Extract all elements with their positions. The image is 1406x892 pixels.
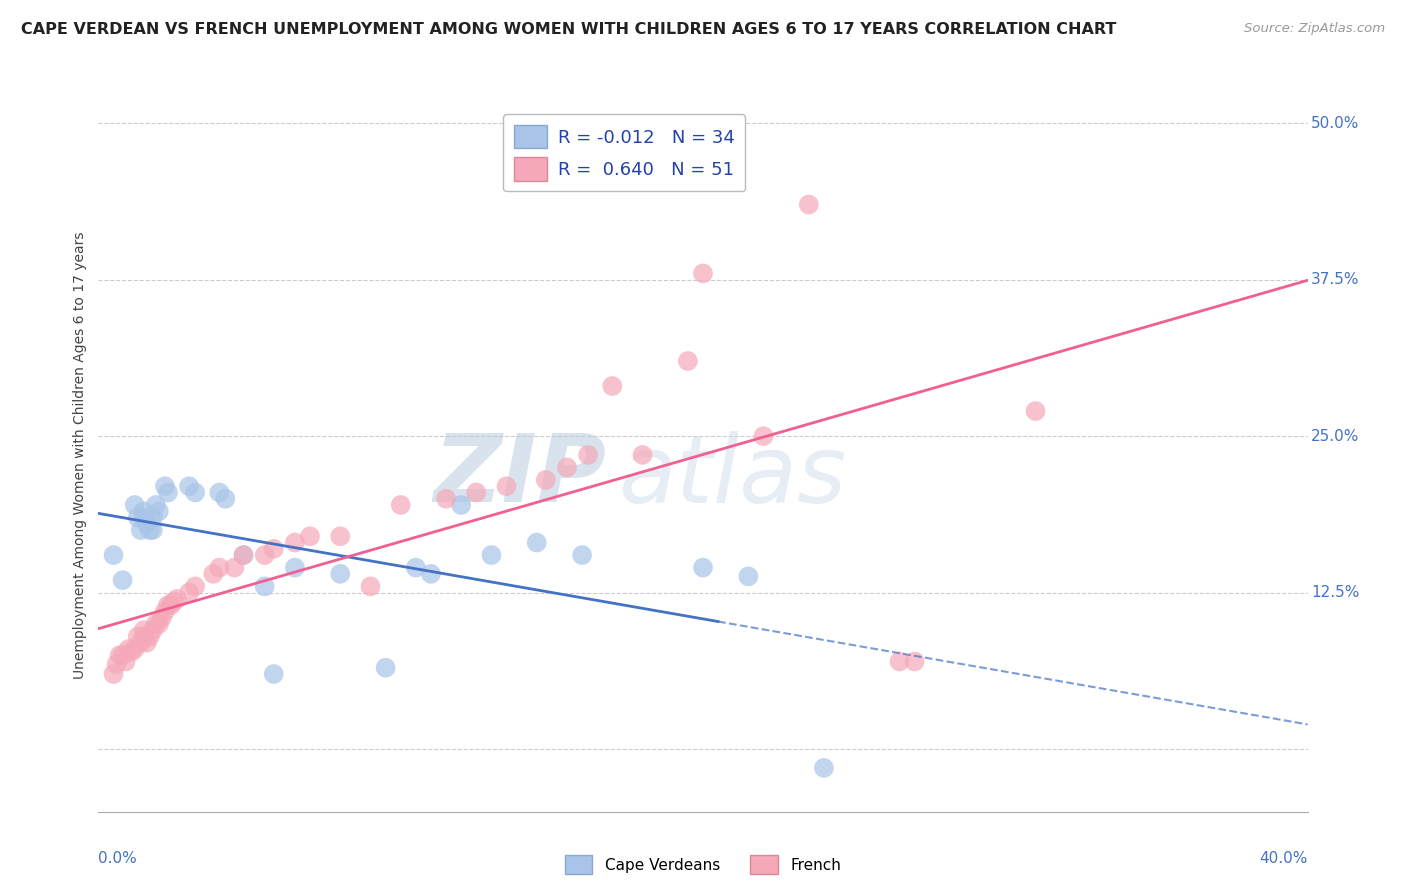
Point <box>360 579 382 593</box>
Point <box>139 523 162 537</box>
Point <box>132 630 155 644</box>
Point <box>602 379 624 393</box>
Point <box>139 630 162 644</box>
Point <box>420 566 443 581</box>
Point <box>389 498 412 512</box>
Text: ZIP: ZIP <box>433 430 606 523</box>
Point <box>526 535 548 549</box>
Point <box>156 485 179 500</box>
Point <box>150 610 173 624</box>
Point <box>132 504 155 518</box>
Legend: Cape Verdeans, French: Cape Verdeans, French <box>558 849 848 880</box>
Point <box>184 579 207 593</box>
Point <box>889 655 911 669</box>
Point <box>111 573 134 587</box>
Y-axis label: Unemployment Among Women with Children Ages 6 to 17 years: Unemployment Among Women with Children A… <box>73 231 87 679</box>
Point <box>253 579 276 593</box>
Point <box>263 667 285 681</box>
Point <box>631 448 654 462</box>
Point <box>163 594 186 608</box>
Point <box>135 516 157 531</box>
Point <box>132 623 155 637</box>
Point <box>232 548 254 562</box>
Point <box>752 429 775 443</box>
Text: atlas: atlas <box>619 431 846 522</box>
Point <box>118 642 141 657</box>
Point <box>129 523 152 537</box>
Point <box>434 491 457 506</box>
Point <box>142 623 165 637</box>
Point <box>166 591 188 606</box>
Point <box>797 197 820 211</box>
Text: Source: ZipAtlas.com: Source: ZipAtlas.com <box>1244 22 1385 36</box>
Point <box>284 560 307 574</box>
Point <box>692 266 714 280</box>
Point <box>692 560 714 574</box>
Point <box>179 479 201 493</box>
Point <box>156 598 179 612</box>
Point <box>129 636 152 650</box>
Point <box>202 566 225 581</box>
Point <box>132 510 155 524</box>
Point <box>179 585 201 599</box>
Text: 50.0%: 50.0% <box>1312 116 1360 130</box>
Point <box>121 644 143 658</box>
Point <box>495 479 517 493</box>
Text: 37.5%: 37.5% <box>1312 272 1360 287</box>
Point <box>555 460 578 475</box>
Point <box>224 560 246 574</box>
Point <box>111 648 134 663</box>
Point <box>145 498 167 512</box>
Point <box>329 529 352 543</box>
Point <box>114 655 136 669</box>
Text: 12.5%: 12.5% <box>1312 585 1360 600</box>
Point <box>208 560 231 574</box>
Point <box>108 648 131 663</box>
Point <box>904 655 927 669</box>
Text: CAPE VERDEAN VS FRENCH UNEMPLOYMENT AMONG WOMEN WITH CHILDREN AGES 6 TO 17 YEARS: CAPE VERDEAN VS FRENCH UNEMPLOYMENT AMON… <box>21 22 1116 37</box>
Point <box>737 569 759 583</box>
Point <box>184 485 207 500</box>
Legend: R = -0.012   N = 34, R =  0.640   N = 51: R = -0.012 N = 34, R = 0.640 N = 51 <box>503 114 745 192</box>
Point <box>153 479 176 493</box>
Point <box>148 616 170 631</box>
Point <box>374 661 396 675</box>
Point <box>127 510 149 524</box>
Point <box>127 630 149 644</box>
Text: 0.0%: 0.0% <box>98 851 138 866</box>
Point <box>813 761 835 775</box>
Point <box>253 548 276 562</box>
Point <box>142 523 165 537</box>
Point <box>329 566 352 581</box>
Point <box>148 504 170 518</box>
Point <box>284 535 307 549</box>
Point <box>153 604 176 618</box>
Point <box>676 354 699 368</box>
Point <box>465 485 488 500</box>
Point <box>103 667 125 681</box>
Point <box>263 541 285 556</box>
Text: 40.0%: 40.0% <box>1260 851 1308 866</box>
Point <box>160 598 183 612</box>
Point <box>145 616 167 631</box>
Point <box>450 498 472 512</box>
Point <box>142 510 165 524</box>
Point <box>571 548 593 562</box>
Point <box>481 548 503 562</box>
Point <box>534 473 557 487</box>
Point <box>576 448 599 462</box>
Point <box>124 498 146 512</box>
Point <box>135 636 157 650</box>
Text: 25.0%: 25.0% <box>1312 429 1360 443</box>
Point <box>208 485 231 500</box>
Point <box>124 642 146 657</box>
Point <box>214 491 236 506</box>
Point <box>1024 404 1046 418</box>
Point <box>105 657 128 671</box>
Point <box>232 548 254 562</box>
Point <box>405 560 427 574</box>
Point <box>103 548 125 562</box>
Point <box>299 529 322 543</box>
